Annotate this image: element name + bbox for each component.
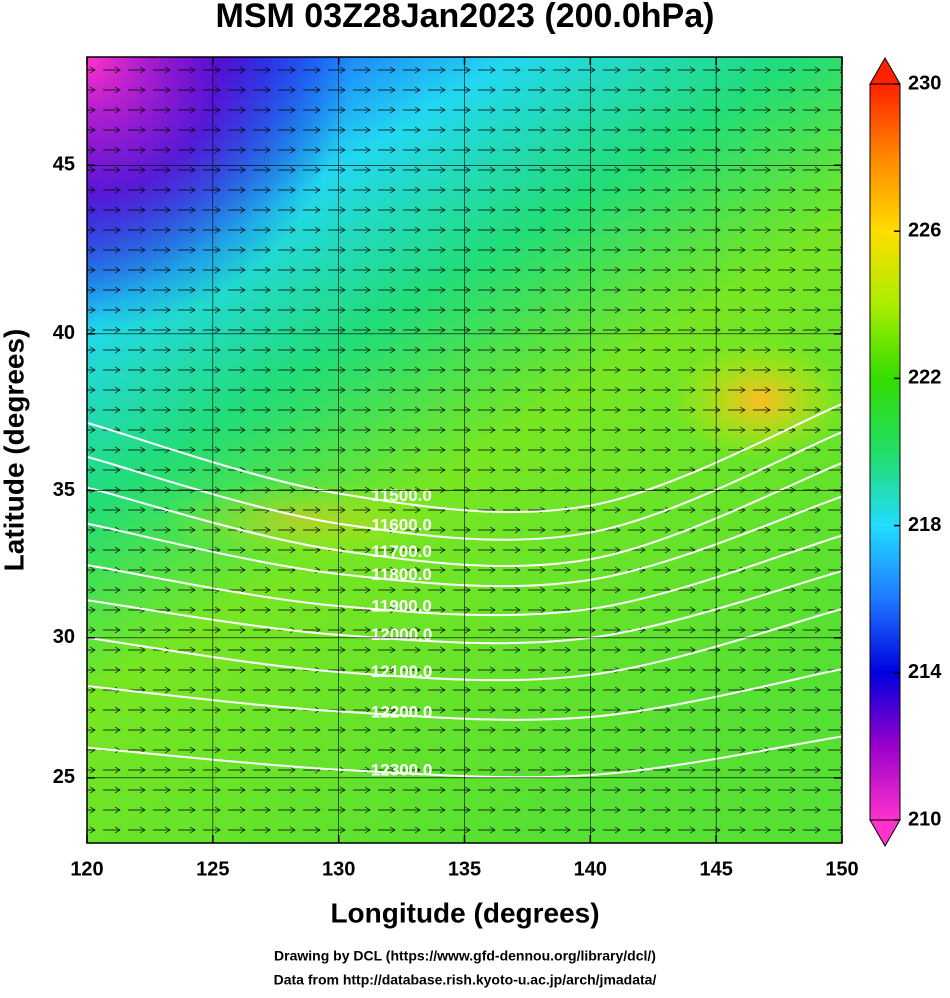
x-tick-label: 150 (825, 858, 858, 880)
contour-label: 11500.0 (371, 486, 432, 505)
x-tick-label: 140 (574, 858, 607, 880)
colorbar-tick-label: 230 (908, 72, 941, 94)
y-axis-label: Latitude (degrees) (0, 329, 29, 572)
contour-label: 11900.0 (371, 596, 432, 615)
contour-label: 11700.0 (371, 542, 432, 561)
x-tick-label: 145 (699, 858, 732, 880)
contour-line (87, 668, 842, 721)
contour-label: 12100.0 (371, 662, 432, 681)
x-tick-label: 120 (70, 858, 103, 880)
y-tick-label: 35 (53, 479, 75, 501)
contour-label: 11800.0 (371, 565, 432, 584)
contour-label: 12000.0 (371, 625, 432, 644)
y-tick-label: 40 (53, 322, 75, 344)
credit: Drawing by DCL (https://www.gfd-dennou.o… (274, 948, 656, 964)
contour-line (87, 570, 842, 645)
y-tick-label: 45 (53, 154, 75, 176)
colorbar-tick-label: 218 (908, 514, 941, 536)
colorbar-tick-label: 210 (908, 808, 941, 830)
y-tick-label: 25 (53, 766, 75, 788)
contour-label: 11600.0 (371, 515, 432, 534)
y-tick-label: 30 (53, 626, 75, 648)
colorbar-extend-bottom (869, 819, 901, 848)
credit: Data from http://database.rish.kyoto-u.a… (274, 972, 657, 988)
x-tick-label: 125 (196, 858, 229, 880)
x-tick-label: 135 (448, 858, 481, 880)
field (87, 57, 842, 843)
contour-line (87, 607, 842, 682)
colorbar-tick-label: 226 (908, 219, 941, 241)
colorbar-extend-top (869, 56, 901, 85)
plot-frame (86, 56, 843, 844)
chart-title: MSM 03Z28Jan2023 (200.0hPa) (216, 0, 715, 35)
x-tick-label: 130 (322, 858, 355, 880)
colorbar (869, 83, 901, 821)
x-axis-label: Longitude (degrees) (330, 897, 599, 928)
colorbar-tick-label: 222 (908, 367, 941, 389)
contour-label: 12300.0 (371, 760, 432, 779)
colorbar-tick-label: 214 (908, 661, 942, 683)
contour-line (87, 534, 842, 617)
contour-label: 12200.0 (371, 702, 432, 721)
